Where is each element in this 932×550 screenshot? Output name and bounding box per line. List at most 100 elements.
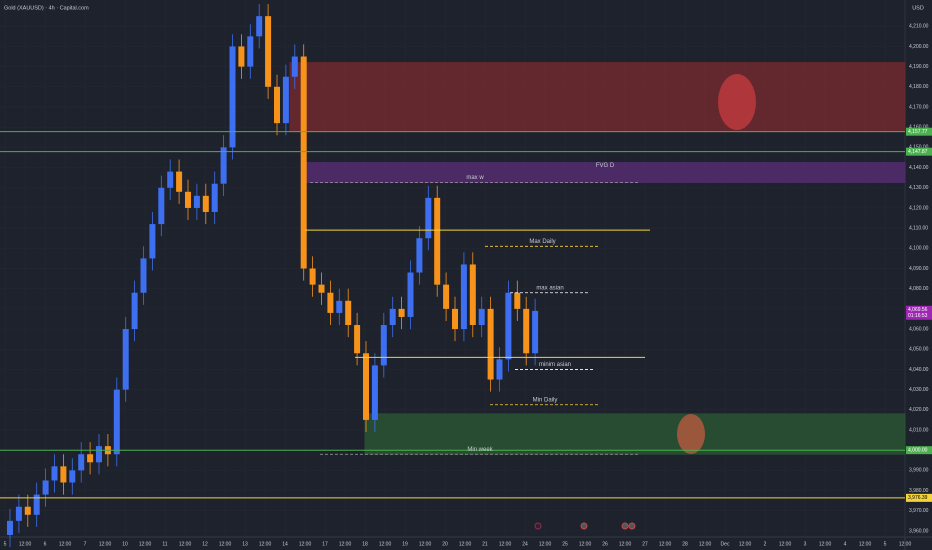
- candle-body: [131, 292, 138, 330]
- y-tick-label: 4,040.00: [909, 367, 929, 373]
- y-tick-label: 4,130.00: [909, 185, 929, 191]
- candle-body: [336, 300, 343, 313]
- candle-body: [532, 310, 539, 354]
- candle-body: [229, 46, 236, 148]
- x-tick-label: 12:00: [259, 541, 272, 547]
- x-tick-label: 5: [884, 541, 887, 547]
- x-tick-label: 12:00: [539, 541, 552, 547]
- y-tick-label: 4,020.00: [909, 407, 929, 413]
- candle-body: [220, 147, 227, 184]
- candle-body: [407, 272, 414, 317]
- event-icon[interactable]: [534, 522, 542, 530]
- level-label: max asian: [536, 285, 563, 291]
- x-tick-label: 12:00: [419, 541, 432, 547]
- highlight-circle: [677, 414, 705, 454]
- event-icon[interactable]: [580, 522, 588, 530]
- x-tick-label: 12: [202, 541, 208, 547]
- y-tick-label: 4,080.00: [909, 286, 929, 292]
- price-badge-label: 3,976.39: [908, 495, 928, 501]
- price-badge-label: 4,147.87: [908, 149, 928, 155]
- y-tick-label: 3,990.00: [909, 468, 929, 474]
- background-layer: [289, 62, 906, 455]
- candle-body: [167, 171, 174, 188]
- y-tick-label: 4,170.00: [909, 104, 929, 110]
- x-tick-label: 12:00: [59, 541, 72, 547]
- x-tick-label: 12:00: [459, 541, 472, 547]
- y-tick-label: 4,160.00: [909, 125, 929, 131]
- candle-body: [363, 353, 369, 420]
- candle-body: [371, 365, 378, 420]
- y-tick-label: 4,060.00: [909, 326, 929, 332]
- x-tick-label: 12:00: [219, 541, 232, 547]
- level-label: Max Daily: [529, 239, 555, 245]
- x-tick-label: 2: [764, 541, 767, 547]
- price-badge: [906, 493, 932, 502]
- candle-body: [380, 325, 387, 366]
- candle-body: [443, 284, 450, 309]
- zone: [289, 62, 906, 133]
- candle-body: [469, 264, 476, 326]
- y-tick-label: 3,980.00: [909, 488, 929, 494]
- candle-body: [15, 506, 22, 521]
- candle-body: [51, 466, 58, 481]
- y-tick-label: 4,100.00: [909, 246, 929, 252]
- price-badge-label: 4,069.56: [908, 307, 928, 313]
- candle-body: [256, 16, 263, 37]
- x-tick-label: 25: [562, 541, 568, 547]
- x-tick-label: 12:00: [379, 541, 392, 547]
- candle-body: [247, 36, 254, 67]
- x-tick-label: 12:00: [739, 541, 752, 547]
- candle-body: [149, 224, 156, 259]
- candle-body: [96, 446, 102, 463]
- price-axis-panel: [905, 0, 932, 550]
- y-tick-label: 4,050.00: [909, 347, 929, 353]
- event-icon[interactable]: [621, 522, 629, 530]
- x-tick-label: 12:00: [19, 541, 32, 547]
- y-tick-label: 4,200.00: [909, 44, 929, 50]
- x-tick-label: 12:00: [179, 541, 192, 547]
- candle-body: [193, 195, 200, 208]
- candle-body: [514, 292, 521, 309]
- x-tick-label: 20: [442, 541, 448, 547]
- x-tick-label: 18: [362, 541, 368, 547]
- candle-body: [176, 171, 183, 192]
- x-tick-label: 12:00: [859, 541, 872, 547]
- candle-body: [291, 56, 298, 77]
- x-tick-label: 26: [602, 541, 608, 547]
- x-tick-label: 12:00: [139, 541, 152, 547]
- x-tick-label: 5: [4, 541, 7, 547]
- y-tick-label: 4,190.00: [909, 64, 929, 70]
- candle-body: [354, 325, 361, 354]
- candle-body: [42, 480, 49, 495]
- y-tick-label: 4,210.00: [909, 24, 929, 30]
- candle-body: [158, 187, 165, 225]
- x-tick-label: Dec: [721, 541, 730, 547]
- candle-body: [523, 308, 530, 354]
- annotations: FVG D max w Max Daily max asian minim asian M…: [0, 74, 905, 530]
- x-tick-label: 4: [844, 541, 847, 547]
- candle-body: [78, 454, 85, 471]
- candle-body: [113, 389, 120, 455]
- x-tick-label: 12:00: [819, 541, 832, 547]
- candle-body: [24, 506, 31, 515]
- x-tick-label: 12:00: [579, 541, 592, 547]
- countdown-label: 01:16:53: [908, 313, 928, 319]
- candle-body: [7, 520, 13, 535]
- x-tick-label: 28: [682, 541, 688, 547]
- level-label: max w: [466, 175, 484, 181]
- x-tick-label: 14: [282, 541, 288, 547]
- x-tick-label: 12:00: [659, 541, 672, 547]
- currency-label[interactable]: USD: [912, 5, 924, 11]
- event-icon[interactable]: [628, 522, 636, 530]
- x-tick-label: 11: [162, 541, 167, 547]
- level-label: Min Daily: [533, 397, 558, 403]
- level-label: Min week: [467, 447, 493, 453]
- x-tick-label: 12:00: [779, 541, 792, 547]
- x-tick-label: 12:00: [99, 541, 112, 547]
- y-tick-label: 4,180.00: [909, 84, 929, 90]
- candle-body: [478, 308, 485, 326]
- x-tick-label: 12:00: [299, 541, 312, 547]
- candle-body: [389, 308, 396, 326]
- price-badge: [906, 147, 932, 156]
